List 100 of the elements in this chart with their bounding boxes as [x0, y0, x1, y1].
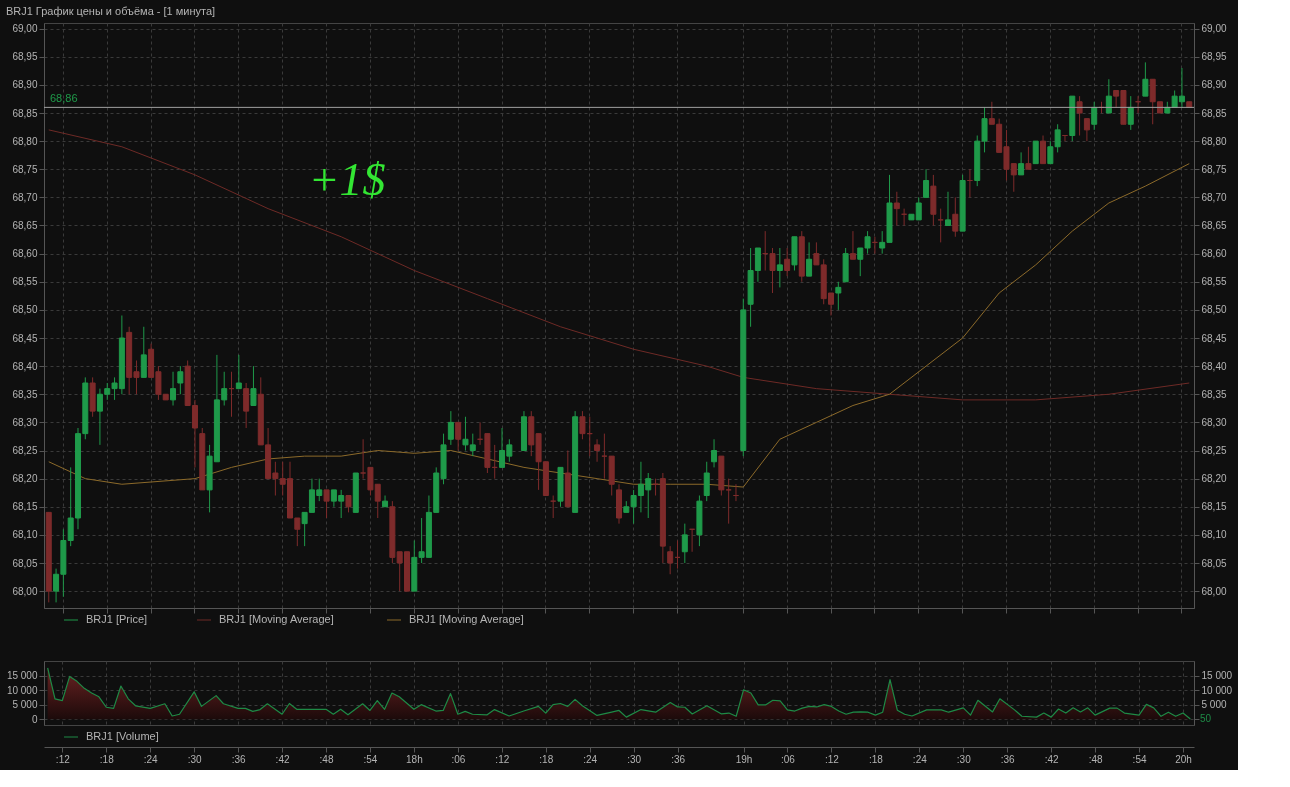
x-tick-label: :48 [319, 753, 334, 765]
y2-tick-label: 68,30 [1201, 416, 1227, 428]
x-tick-label: :12 [495, 753, 510, 765]
candlestick [930, 174, 937, 226]
y2-tick-label: 68,25 [1201, 445, 1227, 456]
y-tick-label: 68,60 [12, 248, 38, 260]
annotation: +1$ [308, 153, 386, 205]
candlestick [323, 489, 330, 519]
y2-tick-label: 68,90 [1201, 79, 1227, 91]
y-tick-label: 68,85 [12, 107, 38, 119]
x-tick-label: :54 [1132, 753, 1147, 765]
candlestick [177, 365, 184, 395]
y2-tick-label: 68,10 [1201, 529, 1227, 541]
x-tick-label: :24 [583, 753, 598, 765]
y-tick-label: 68,25 [12, 445, 38, 456]
y2-tick-label: 68,65 [1201, 220, 1227, 231]
y-tick-label: 68,15 [12, 501, 38, 513]
candlestick [835, 281, 842, 311]
x-tick-label: :42 [275, 753, 290, 765]
y2-tick-label: 68,70 [1201, 191, 1227, 203]
y2-tick-label: 68,95 [1201, 51, 1227, 63]
candlestick [1142, 61, 1149, 97]
candlestick [352, 472, 359, 513]
y-tick-label: 68,30 [12, 416, 38, 428]
y2-tick-label: 68,55 [1201, 276, 1227, 288]
data-label: 50 [1200, 713, 1212, 725]
candlestick [667, 545, 674, 575]
y2-tick-label: 68,60 [1201, 248, 1227, 260]
x-tick-label: :42 [1044, 753, 1060, 765]
y2-tick-label: 68,00 [1201, 585, 1227, 597]
y-tick-label: 68,35 [12, 388, 38, 400]
candlestick [959, 174, 966, 232]
candlestick [345, 495, 352, 513]
candlestick [842, 247, 849, 283]
legend-label: BRJ1 [Price] [86, 613, 148, 625]
y-tick-label: 68,20 [12, 473, 38, 485]
y2-tick-label: 68,80 [1201, 135, 1227, 147]
x-tick-label: :24 [143, 753, 159, 765]
candlestick [1032, 140, 1039, 165]
y2-tick-label: 15 000 [1201, 670, 1233, 682]
y-tick-label: 68,05 [12, 557, 38, 569]
x-tick-label: :30 [187, 753, 203, 765]
candlestick [696, 495, 703, 547]
candlestick [1076, 95, 1083, 136]
candlestick [250, 365, 257, 406]
y2-tick-label: 68,35 [1201, 388, 1227, 400]
y2-tick-label: 68,75 [1201, 163, 1227, 175]
y-tick-label: 5 000 [12, 699, 38, 711]
y2-tick-label: 10 000 [1201, 684, 1233, 696]
x-tick-label: :54 [363, 753, 378, 765]
x-tick-label: :24 [912, 753, 928, 765]
y-tick-label: 10 000 [6, 684, 38, 696]
y-tick-label: 68,50 [12, 304, 38, 316]
y2-tick-label: 68,05 [1201, 557, 1227, 569]
x-tick-label: :36 [671, 753, 686, 765]
candlestick [89, 376, 96, 418]
y2-tick-label: 68,50 [1201, 304, 1227, 316]
x-tick-label: :18 [99, 753, 115, 765]
x-tick-label: :36 [231, 753, 246, 765]
y2-tick-label: 5 000 [1201, 699, 1227, 711]
y-tick-label: 68,45 [12, 332, 38, 344]
x-tick-label: :12 [824, 753, 840, 765]
y2-tick-label: 68,15 [1201, 501, 1227, 513]
y2-tick-label: 69,00 [1201, 23, 1227, 35]
x-tick-label: :06 [781, 753, 796, 765]
y2-tick-label: 68,85 [1201, 107, 1227, 119]
y-tick-label: 68,00 [12, 585, 38, 597]
y-tick-label: 0 [31, 713, 38, 725]
x-tick-label: :06 [451, 753, 466, 765]
x-tick-label: :36 [1000, 753, 1016, 765]
legend-label: BRJ1 [Volume] [86, 730, 159, 742]
y-tick-label: 68,95 [12, 51, 38, 63]
y-tick-label: 68,10 [12, 529, 38, 541]
y-tick-label: 15 000 [6, 670, 38, 682]
candlestick [235, 354, 242, 390]
candlestick [893, 191, 900, 226]
x-tick-label: :30 [956, 753, 972, 765]
x-tick-label: 18h [406, 753, 423, 765]
y-tick-label: 68,80 [12, 135, 38, 147]
x-tick-label: :30 [627, 753, 642, 765]
x-tick-label: :48 [1088, 753, 1103, 765]
x-tick-label: 20h [1175, 753, 1192, 765]
candlestick [791, 236, 798, 271]
chart-title: BRJ1 График цены и объёма - [1 минута] [5, 4, 216, 17]
y-tick-label: 68,70 [12, 191, 38, 203]
ref-line-label: 68,86 [50, 92, 78, 105]
x-tick-label: :18 [539, 753, 554, 765]
x-tick-label: :12 [55, 753, 71, 765]
y2-tick-label: 68,20 [1201, 473, 1227, 485]
legend-label: BRJ1 [Moving Average] [219, 613, 334, 625]
y-tick-label: 68,90 [12, 79, 38, 91]
y-tick-label: 69,00 [12, 23, 38, 35]
line-series [48, 129, 1190, 401]
y-tick-label: 68,75 [12, 163, 38, 175]
candlestick [557, 466, 564, 508]
y-tick-label: 68,55 [12, 276, 38, 288]
legend-label: BRJ1 [Moving Average] [409, 613, 524, 625]
y-tick-label: 68,65 [12, 220, 38, 231]
candlestick [1025, 146, 1032, 170]
y2-tick-label: 68,45 [1201, 332, 1227, 344]
